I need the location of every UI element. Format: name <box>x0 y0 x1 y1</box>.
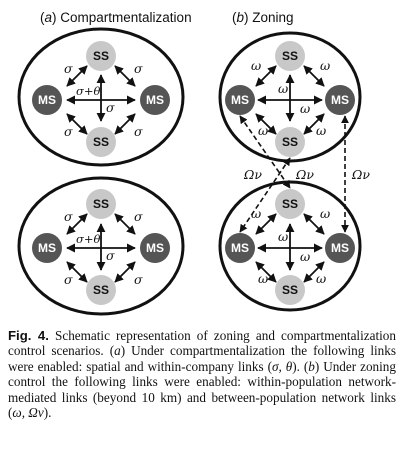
Omega-nu-label: Ων <box>351 167 370 182</box>
ms-node <box>225 85 255 115</box>
omega-label: ω <box>300 249 310 264</box>
sigma-label: σ <box>134 209 143 224</box>
ss-label: SS <box>282 283 298 297</box>
ms-node <box>32 233 62 263</box>
sigma-label: σ <box>64 124 73 139</box>
ss-label: SS <box>282 197 298 211</box>
ms-node <box>140 85 170 115</box>
panel-a-bottom-network: SS SS MS MS σ σ σ σ σ+θ σ <box>17 176 185 316</box>
population-circle <box>17 176 185 316</box>
ms-label: MS <box>38 93 56 107</box>
ms-node <box>325 85 355 115</box>
link-arrow <box>114 213 136 235</box>
ms-label: MS <box>231 93 249 107</box>
link-arrow <box>66 65 88 87</box>
population-circle <box>17 27 185 167</box>
ss-label: SS <box>282 49 298 63</box>
sigma-label: σ <box>134 272 143 287</box>
sigma-theta-label: σ+θ <box>76 232 100 246</box>
dashed-link-arrow <box>239 157 291 233</box>
link-arrow <box>66 261 88 283</box>
sigma-label: σ <box>106 100 115 115</box>
sigma-theta-label: σ+θ <box>76 84 100 98</box>
link-arrow <box>303 213 325 235</box>
ss-node <box>275 275 305 305</box>
sigma-label: σ <box>134 61 143 76</box>
omega-label: ω <box>278 81 288 96</box>
omega-label: ω <box>300 101 310 116</box>
ms-node <box>140 233 170 263</box>
ss-node <box>86 127 116 157</box>
link-arrow <box>114 113 136 135</box>
ms-node <box>32 85 62 115</box>
link-arrow <box>255 65 277 87</box>
Omega-nu-label: Ων <box>295 167 314 182</box>
figure-diagram: (a) Compartmentalization (b) Zoning SS S… <box>17 10 370 316</box>
panel-b-title: (b) Zoning <box>232 10 294 25</box>
omega-label: ω <box>251 58 261 73</box>
sigma-label: σ <box>64 272 73 287</box>
ss-label: SS <box>93 135 109 149</box>
Omega-nu-label: Ων <box>243 167 262 182</box>
between-population-links: Ων Ων Ων <box>239 115 370 233</box>
ms-label: MS <box>331 241 349 255</box>
ms-node <box>225 233 255 263</box>
panel-b-bottom-network: SS SS MS MS ω ω ω ω ω ω <box>218 180 362 312</box>
ms-node <box>325 233 355 263</box>
panel-a-title: (a) Compartmentalization <box>40 10 192 25</box>
ss-label: SS <box>93 283 109 297</box>
omega-label: ω <box>320 206 330 221</box>
link-arrow <box>303 261 325 283</box>
sigma-label: σ <box>134 124 143 139</box>
ss-label: SS <box>93 197 109 211</box>
omega-label: ω <box>320 58 330 73</box>
panel-b-top-network: SS SS MS MS ω ω ω ω ω ω <box>218 31 362 163</box>
sigma-label: σ <box>64 209 73 224</box>
link-arrow <box>303 65 325 87</box>
ss-node <box>86 275 116 305</box>
omega-label: ω <box>258 123 268 138</box>
link-arrow <box>114 65 136 87</box>
omega-label: ω <box>316 271 326 286</box>
omega-label: ω <box>278 229 288 244</box>
ms-label: MS <box>331 93 349 107</box>
ss-node <box>275 41 305 71</box>
sigma-label: σ <box>64 61 73 76</box>
ms-label: MS <box>146 241 164 255</box>
sigma-label: σ <box>106 248 115 263</box>
ms-label: MS <box>146 93 164 107</box>
ss-label: SS <box>93 49 109 63</box>
ms-label: MS <box>38 241 56 255</box>
link-arrow <box>303 113 325 135</box>
caption-lead: Fig. 4. <box>8 328 49 343</box>
ms-label: MS <box>231 241 249 255</box>
figure-caption: Fig. 4. Schematic representation of zoni… <box>8 328 396 421</box>
omega-label: ω <box>258 271 268 286</box>
ss-node <box>86 41 116 71</box>
link-arrow <box>114 261 136 283</box>
link-arrow <box>66 113 88 135</box>
ss-label: SS <box>282 135 298 149</box>
omega-label: ω <box>316 123 326 138</box>
panel-a-top-network: SS SS MS MS σ σ σ σ σ+θ σ <box>17 27 185 167</box>
link-arrow <box>66 213 88 235</box>
link-arrow <box>255 261 277 283</box>
ss-node <box>86 189 116 219</box>
